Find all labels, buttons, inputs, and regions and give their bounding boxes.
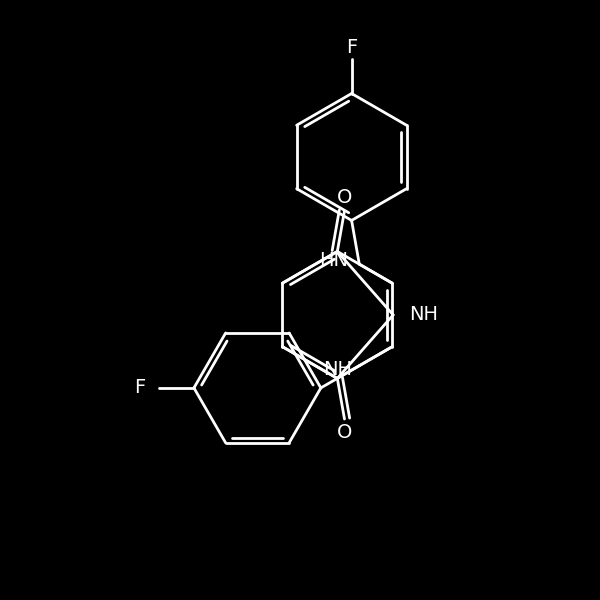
Text: HN: HN: [319, 251, 348, 270]
Text: F: F: [346, 38, 357, 57]
Text: NH: NH: [410, 305, 439, 325]
Text: O: O: [337, 423, 352, 442]
Text: NH: NH: [323, 360, 352, 379]
Text: O: O: [337, 188, 352, 207]
Text: F: F: [134, 379, 146, 397]
